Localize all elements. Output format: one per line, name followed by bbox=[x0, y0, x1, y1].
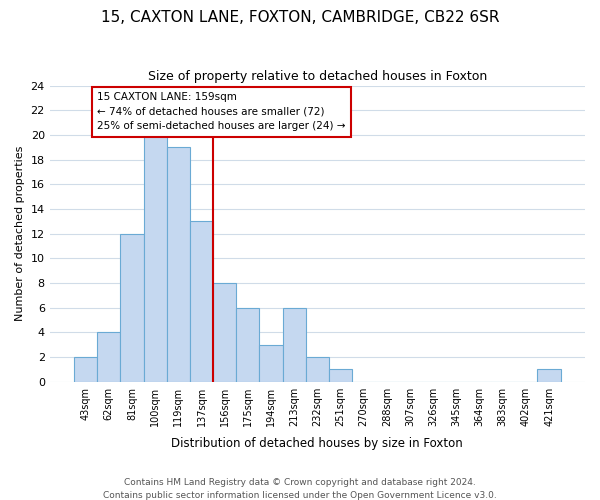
Title: Size of property relative to detached houses in Foxton: Size of property relative to detached ho… bbox=[148, 70, 487, 83]
Text: Contains HM Land Registry data © Crown copyright and database right 2024.
Contai: Contains HM Land Registry data © Crown c… bbox=[103, 478, 497, 500]
Bar bbox=[190, 222, 213, 382]
Bar bbox=[97, 332, 121, 382]
Bar bbox=[329, 370, 352, 382]
Bar bbox=[283, 308, 306, 382]
Bar bbox=[121, 234, 143, 382]
Bar bbox=[167, 147, 190, 382]
Bar bbox=[236, 308, 259, 382]
X-axis label: Distribution of detached houses by size in Foxton: Distribution of detached houses by size … bbox=[172, 437, 463, 450]
Bar bbox=[213, 283, 236, 382]
Bar bbox=[259, 344, 283, 382]
Y-axis label: Number of detached properties: Number of detached properties bbox=[15, 146, 25, 322]
Bar bbox=[143, 135, 167, 382]
Text: 15 CAXTON LANE: 159sqm
← 74% of detached houses are smaller (72)
25% of semi-det: 15 CAXTON LANE: 159sqm ← 74% of detached… bbox=[97, 92, 346, 132]
Bar bbox=[538, 370, 560, 382]
Text: 15, CAXTON LANE, FOXTON, CAMBRIDGE, CB22 6SR: 15, CAXTON LANE, FOXTON, CAMBRIDGE, CB22… bbox=[101, 10, 499, 25]
Bar bbox=[74, 357, 97, 382]
Bar bbox=[306, 357, 329, 382]
